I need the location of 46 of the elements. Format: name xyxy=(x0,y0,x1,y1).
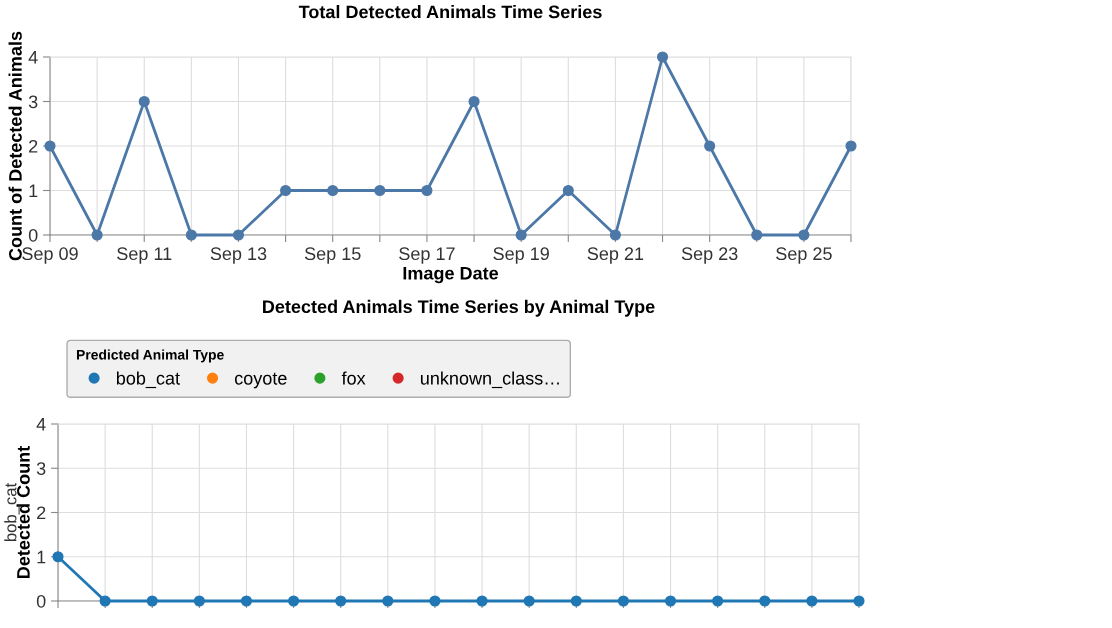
point xyxy=(751,229,763,241)
legend-label: fox xyxy=(341,371,366,385)
point xyxy=(421,184,433,197)
point xyxy=(609,229,621,241)
y-tick-label: 1 xyxy=(29,184,38,198)
point xyxy=(798,229,810,241)
legend-title: Predicted Animal Type xyxy=(76,349,224,363)
y-tick-label: 4 xyxy=(28,51,38,64)
x-tick-label: Sep 11 xyxy=(117,247,172,264)
point xyxy=(704,140,716,152)
chart-title: Detected Animals Time Series by Animal Type xyxy=(263,299,655,317)
x-tick-label: Sep 13 xyxy=(210,247,267,264)
point xyxy=(44,140,56,152)
x-tick-label: Sep 25 xyxy=(776,247,832,264)
x-tick-label: Sep 23 xyxy=(681,247,738,264)
y-tick-label: 3 xyxy=(28,95,38,109)
point xyxy=(468,95,480,108)
legend-label: coyote xyxy=(234,372,287,389)
x-tick-label: Sep 19 xyxy=(493,247,549,264)
point xyxy=(656,51,669,63)
point xyxy=(562,184,574,197)
point xyxy=(374,184,386,197)
y-axis-title: Count of Detected Animals xyxy=(8,31,22,261)
y-tick-label: 4 xyxy=(36,418,46,431)
y-tick-label: 1 xyxy=(37,550,46,564)
x-tick-label: Sep 21 xyxy=(587,247,644,264)
legend-label: bob_cat xyxy=(116,371,180,389)
point xyxy=(845,140,857,152)
y-tick-label: 2 xyxy=(37,506,46,520)
y-tick-label: 0 xyxy=(28,228,38,242)
x-axis-title: Image Date xyxy=(403,267,499,284)
y-tick-label: 3 xyxy=(36,462,46,475)
y-tick-label: 0 xyxy=(36,594,46,608)
point xyxy=(185,229,197,241)
point xyxy=(232,229,245,241)
point xyxy=(138,95,150,108)
point xyxy=(327,184,339,197)
x-tick-label: Sep 17 xyxy=(399,247,455,264)
x-tick-label: Sep 15 xyxy=(304,247,361,264)
point xyxy=(515,229,527,241)
point xyxy=(91,229,103,241)
x-tick-label: Sep 09 xyxy=(22,247,78,264)
y-tick-label: 2 xyxy=(29,139,38,153)
point xyxy=(280,184,292,197)
chart-title: Total Detected Animals Time Series xyxy=(298,5,602,19)
legend-label: unknown_class… xyxy=(420,371,559,389)
